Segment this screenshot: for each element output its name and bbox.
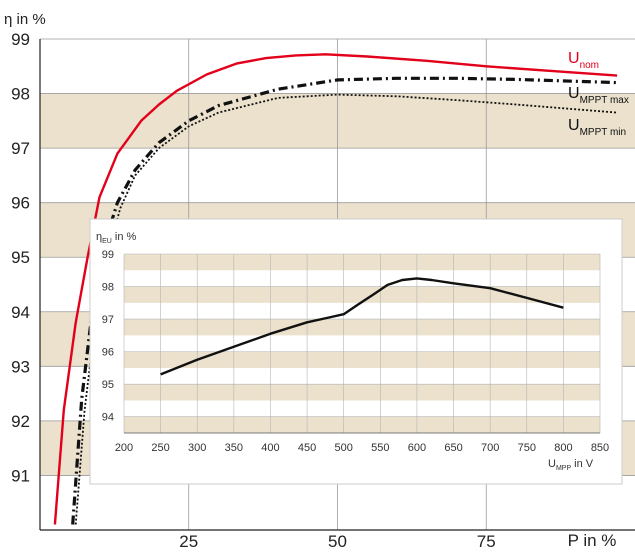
inset-y-axis-label: ηEU in % [96,231,137,245]
inset-x-tick-label: 200 [115,442,133,454]
inset-band [124,286,600,303]
main-y-tick-label: 91 [11,466,30,485]
series-label-2: UMPPT min [568,117,626,138]
inset-x-tick-label: 300 [188,442,206,454]
inset-band [124,351,600,368]
inset-x-tick-label: 850 [591,442,609,454]
main-y-tick-label: 93 [11,357,30,376]
inset-band [124,254,600,271]
main-series-line-2 [74,93,618,525]
inset-y-tick-label: 99 [102,249,114,261]
inset-y-tick-label: 96 [102,347,114,359]
series-label-1: UMPPT max [568,85,629,106]
main-y-tick-label: 96 [11,194,30,213]
main-y-axis-label: η in % [4,11,46,28]
main-x-tick-label: 25 [179,532,198,547]
inset-x-tick-label: 250 [151,442,169,454]
inset-series-line-0 [160,277,564,376]
inset-x-tick-label: 400 [261,442,279,454]
main-y-tick-label: 94 [11,303,30,322]
main-series-line-1 [71,76,618,525]
inset-x-tick-label: 450 [298,442,316,454]
inset-y-tick-label: 95 [102,379,114,391]
series-label-0: Unom [568,50,599,71]
inset-y-tick-label: 94 [102,412,114,424]
inset-x-axis-label: UMPP in V [548,458,594,472]
main-x-tick-label: 75 [477,532,496,547]
inset-x-tick-label: 500 [335,442,353,454]
inset-x-tick-label: 350 [225,442,243,454]
main-x-tick-label: 50 [328,532,347,547]
main-x-axis-label: P in % [568,531,617,547]
main-y-tick-label: 92 [11,412,30,431]
inset-y-tick-label: 97 [102,314,114,326]
main-y-tick-label: 97 [11,139,30,158]
inset-y-tick-label: 98 [102,282,114,294]
inset-band [124,384,600,401]
inset-x-tick-label: 600 [408,442,426,454]
main-y-tick-label: 95 [11,248,30,267]
inset-band [124,416,600,433]
inset-x-tick-label: 750 [518,442,536,454]
main-series-line-0 [53,53,618,525]
inset-x-tick-label: 650 [444,442,462,454]
inset-x-tick-label: 550 [371,442,389,454]
inset-x-tick-label: 700 [481,442,499,454]
main-y-tick-label: 98 [11,85,30,104]
inset-x-tick-label: 800 [554,442,572,454]
main-y-tick-label: 99 [11,30,30,49]
inset-band [124,319,600,336]
